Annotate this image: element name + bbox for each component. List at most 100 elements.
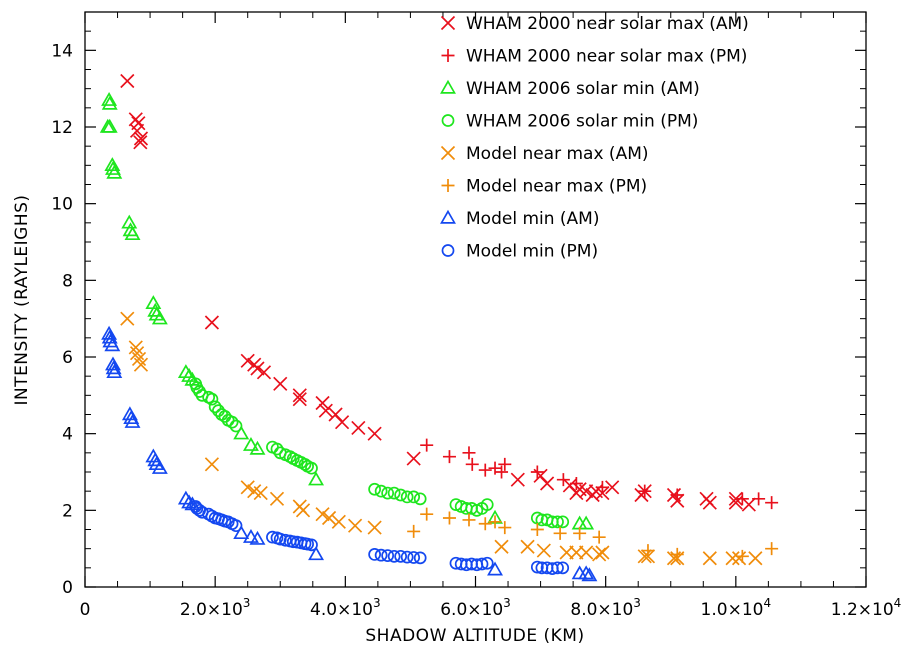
- data-point: [253, 485, 268, 501]
- legend-marker: [441, 49, 455, 62]
- legend-label: Model near max (PM): [466, 177, 647, 197]
- data-point: [347, 518, 363, 533]
- data-point: [765, 496, 779, 510]
- legend-label: Model near max (AM): [466, 144, 649, 164]
- data-point: [128, 340, 143, 355]
- x-tick-label: 8.0×103: [570, 596, 641, 620]
- data-point: [368, 482, 381, 496]
- data-point: [475, 557, 489, 571]
- legend-label: WHAM 2000 near solar max (AM): [466, 14, 749, 34]
- data-point: [551, 515, 564, 529]
- data-point: [731, 551, 747, 566]
- data-point: [205, 392, 219, 406]
- data-point: [442, 511, 456, 525]
- series-model-min-pm: [189, 500, 570, 575]
- data-point: [728, 491, 743, 506]
- data-point: [442, 450, 456, 464]
- y-tick-label: 10: [51, 195, 73, 215]
- data-point: [494, 539, 509, 554]
- data-point: [106, 364, 123, 379]
- legend: WHAM 2000 near solar max (AM) WHAM 2000 n…: [440, 14, 749, 262]
- data-point: [249, 530, 266, 545]
- data-point: [553, 526, 567, 540]
- legend-marker: [441, 114, 455, 127]
- data-point: [498, 521, 512, 535]
- data-point: [273, 532, 287, 546]
- data-point: [406, 451, 421, 466]
- data-point: [181, 367, 198, 382]
- data-point: [539, 476, 555, 491]
- data-point: [495, 465, 509, 479]
- legend-marker: [440, 15, 456, 31]
- data-point: [233, 525, 250, 540]
- data-point: [530, 465, 544, 479]
- data-point: [233, 425, 250, 440]
- data-point: [148, 306, 165, 321]
- data-point: [595, 480, 609, 494]
- data-point: [128, 112, 143, 127]
- data-point: [556, 515, 570, 529]
- data-point: [292, 392, 307, 407]
- legend-item-model-min-pm: Model min (PM): [441, 242, 598, 262]
- data-point: [321, 510, 337, 526]
- data-point: [478, 517, 492, 531]
- data-point: [520, 539, 535, 554]
- data-point: [204, 315, 220, 330]
- data-point: [488, 461, 502, 475]
- data-point: [124, 413, 141, 428]
- y-tick-label: 14: [51, 41, 73, 61]
- data-point: [120, 73, 135, 89]
- data-point: [240, 353, 255, 368]
- data-point: [101, 118, 118, 133]
- data-point: [381, 486, 395, 500]
- data-point: [578, 565, 595, 580]
- data-point: [334, 415, 350, 430]
- legend-marker: [441, 244, 455, 257]
- data-point: [407, 490, 421, 504]
- data-point: [641, 544, 655, 558]
- data-point: [124, 226, 141, 241]
- data-point: [266, 530, 279, 544]
- data-point: [413, 551, 427, 565]
- data-point: [748, 551, 763, 566]
- data-point: [305, 461, 318, 475]
- data-point: [605, 480, 620, 495]
- data-point: [133, 135, 148, 150]
- data-point: [177, 490, 194, 505]
- data-point: [556, 561, 570, 575]
- data-point: [208, 400, 222, 414]
- legend-item-wham-2006-solar-min-am: WHAM 2006 solar min (AM): [440, 79, 700, 99]
- series-model-near-max-pm: [407, 507, 779, 563]
- data-point: [420, 507, 434, 521]
- data-point: [480, 556, 494, 570]
- data-point: [249, 440, 266, 455]
- data-point: [578, 515, 595, 530]
- data-point: [242, 436, 259, 451]
- axis-tick-labels: 0 2.0×103 4.0×103 6.0×103 8.0×103 1.0×104 1.2×…: [51, 41, 901, 620]
- data-point: [480, 498, 494, 511]
- data-point: [331, 514, 346, 529]
- x-tick-label: 6.0×103: [440, 596, 511, 620]
- data-point: [229, 419, 243, 433]
- legend-marker: [440, 79, 456, 94]
- y-tick-label: 2: [62, 501, 73, 521]
- data-point: [269, 491, 285, 506]
- data-point: [305, 538, 318, 552]
- data-point: [368, 548, 381, 561]
- data-point: [765, 542, 779, 556]
- legend-marker: [441, 179, 455, 192]
- data-point: [407, 551, 421, 564]
- data-point: [250, 361, 265, 376]
- data-point: [702, 495, 717, 510]
- data-point: [407, 524, 421, 538]
- x-tick-label: 0: [80, 600, 91, 620]
- data-point: [315, 507, 330, 522]
- legend-label: Model min (PM): [466, 242, 598, 262]
- data-point: [592, 547, 607, 562]
- series-wham-2000-near-solar-max-pm: [420, 438, 779, 510]
- data-point: [256, 365, 272, 380]
- data-point: [387, 549, 401, 563]
- data-point: [400, 550, 414, 564]
- data-point: [351, 420, 366, 436]
- data-point: [374, 548, 388, 562]
